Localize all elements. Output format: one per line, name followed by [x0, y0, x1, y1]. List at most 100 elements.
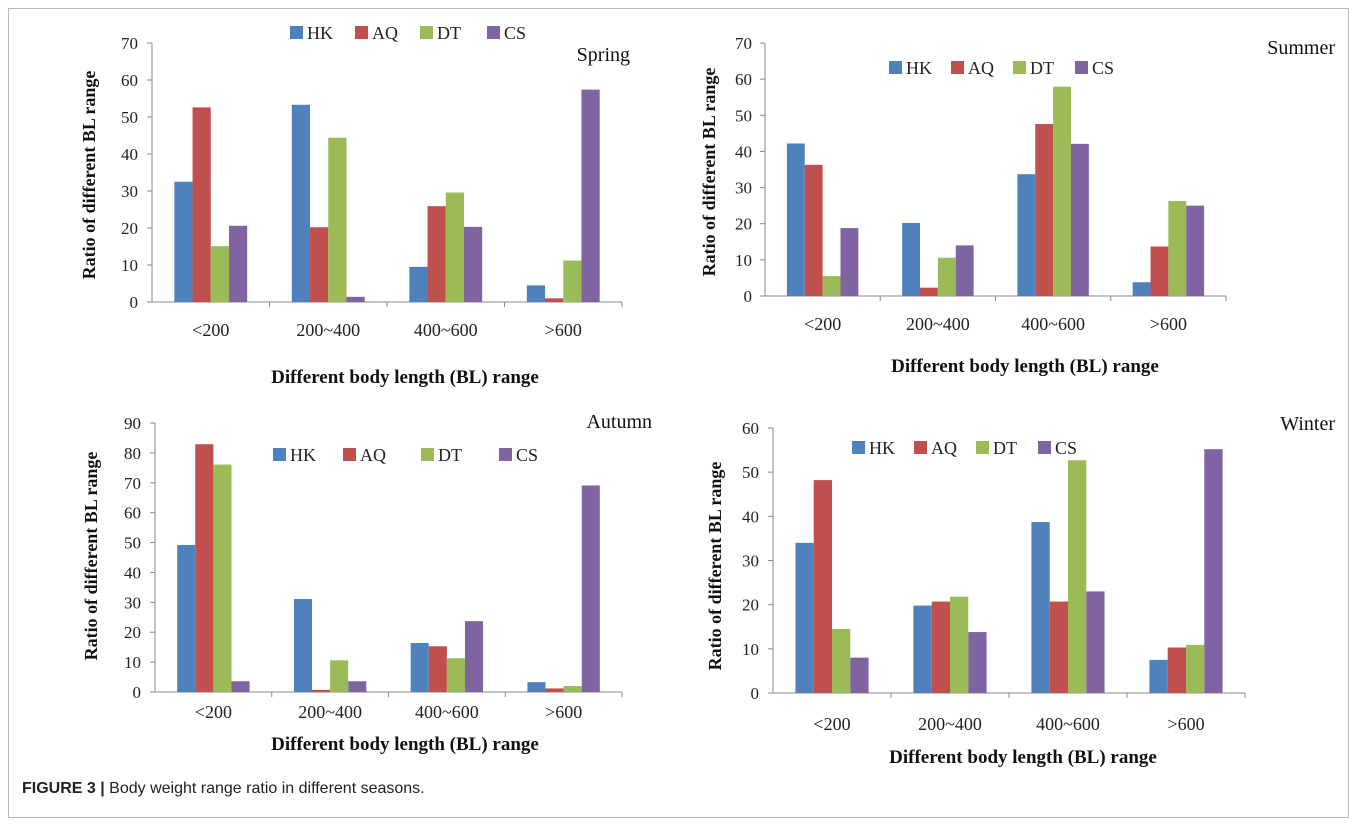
bar-aq	[931, 601, 950, 693]
season-title: Winter	[1280, 413, 1335, 435]
y-tick-label: 10	[124, 653, 141, 672]
y-tick-label: 60	[124, 504, 141, 523]
y-tick-label: 80	[124, 444, 141, 463]
bar-dt	[328, 137, 347, 302]
x-category-label: <200	[804, 314, 841, 334]
bar-dt	[446, 658, 465, 692]
y-tick-label: 30	[121, 182, 138, 201]
figure-frame	[8, 8, 1349, 818]
figure-caption: FIGURE 3 | Body weight range ratio in di…	[22, 780, 425, 798]
legend-swatch-cs	[1038, 441, 1051, 454]
x-category-label: 200~400	[906, 314, 970, 334]
y-tick-label: 20	[121, 219, 138, 238]
bar-dt	[822, 276, 841, 296]
bar-dt	[330, 660, 349, 692]
y-axis-title: Ratio of different BL range	[699, 68, 719, 277]
bar-cs	[968, 632, 987, 693]
legend-swatch-aq	[343, 448, 356, 461]
y-axis-title: Ratio of different BL range	[705, 462, 725, 671]
bar-dt	[1168, 200, 1187, 296]
bar-dt	[937, 257, 956, 296]
legend-label-aq: AQ	[372, 23, 398, 43]
legend-label-hk: HK	[869, 438, 895, 458]
y-tick-label: 10	[735, 251, 752, 270]
bar-cs	[1086, 591, 1105, 693]
bar-aq	[310, 227, 329, 302]
x-category-label: 400~600	[1036, 714, 1100, 734]
x-category-label: <200	[192, 320, 229, 340]
bar-aq	[1049, 601, 1068, 693]
bar-hk	[795, 542, 814, 693]
caption-text: Body weight range ratio in different sea…	[104, 780, 425, 797]
x-category-label: >600	[1150, 314, 1187, 334]
bar-cs	[1186, 205, 1205, 296]
y-tick-label: 0	[744, 287, 753, 306]
x-axis-title: Different body length (BL) range	[891, 356, 1159, 377]
x-axis-title: Different body length (BL) range	[271, 367, 539, 388]
y-tick-label: 20	[742, 596, 759, 615]
bar-cs	[348, 681, 367, 692]
legend-label-hk: HK	[307, 23, 333, 43]
legend-swatch-aq	[951, 61, 964, 74]
y-axis-title: Ratio of different BL range	[81, 452, 101, 661]
bar-cs	[850, 657, 869, 693]
y-tick-label: 40	[121, 145, 138, 164]
bar-hk	[291, 104, 311, 302]
bar-cs	[1204, 449, 1223, 693]
bar-aq	[428, 646, 447, 692]
x-category-label: 200~400	[298, 702, 362, 722]
bar-cs	[228, 225, 248, 302]
legend-swatch-cs	[1075, 61, 1088, 74]
chart-winter: 0 10 20 30 40 50 60 <200 200~400 400~600 >600 Diffe…	[705, 413, 1335, 768]
x-category-label: 400~600	[1021, 314, 1085, 334]
chart-spring: 0 10 20 30 40 50 60 70 <200 200~400 400~600 >600 Dif…	[79, 23, 630, 388]
bar-aq	[1150, 246, 1169, 296]
bar-aq	[545, 688, 564, 692]
legend-label-cs: CS	[1055, 438, 1077, 458]
y-tick-label: 30	[124, 593, 141, 612]
bar-dt	[1053, 86, 1071, 297]
bar-hk	[526, 285, 546, 302]
bar-cs	[463, 226, 483, 302]
y-tick-label: 30	[742, 552, 759, 571]
x-category-label: <200	[195, 702, 232, 722]
bar-hk	[902, 222, 921, 296]
y-tick-label: 30	[735, 179, 752, 198]
bar-aq	[192, 107, 211, 302]
bar-aq	[1167, 647, 1186, 693]
bar-dt	[445, 192, 464, 302]
legend-label-dt: DT	[1030, 58, 1054, 78]
legend-swatch-hk	[290, 26, 303, 39]
legend-swatch-hk	[889, 61, 902, 74]
y-tick-label: 40	[735, 142, 752, 161]
y-tick-label: 90	[124, 414, 141, 433]
season-title: Summer	[1267, 37, 1335, 59]
legend-swatch-hk	[273, 448, 286, 461]
bar-hk	[1132, 282, 1151, 296]
bar-cs	[840, 228, 859, 296]
x-category-label: 400~600	[414, 320, 478, 340]
legend-label-dt: DT	[437, 23, 461, 43]
y-tick-label: 40	[124, 563, 141, 582]
bar-dt	[563, 686, 582, 692]
x-category-label: >600	[545, 702, 582, 722]
legend-swatch-dt	[1013, 61, 1026, 74]
legend-label-cs: CS	[1092, 58, 1114, 78]
legend-swatch-cs	[499, 448, 512, 461]
legend-label-dt: DT	[993, 438, 1017, 458]
bar-hk	[409, 266, 428, 302]
y-tick-label: 50	[121, 108, 138, 127]
x-category-label: <200	[813, 714, 850, 734]
chart-autumn: 0 10 20 30 40 50 60 70 80 90 <200 200~400 400~600 >60…	[81, 411, 652, 755]
bar-cs	[346, 296, 365, 302]
bar-dt	[832, 628, 851, 693]
legend-swatch-dt	[976, 441, 989, 454]
legend-label-dt: DT	[438, 445, 462, 465]
bar-dt	[210, 246, 229, 302]
y-tick-label: 60	[121, 71, 138, 90]
bar-cs	[231, 681, 250, 692]
bar-dt	[213, 464, 232, 692]
bar-aq	[545, 298, 564, 302]
bar-aq	[920, 287, 938, 296]
